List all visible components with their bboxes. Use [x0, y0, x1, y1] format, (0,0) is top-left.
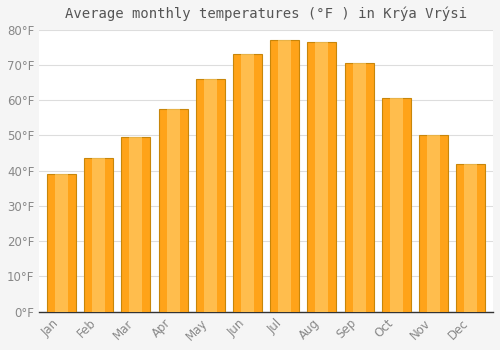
- Bar: [419, 135, 448, 312]
- Bar: [278, 40, 291, 312]
- Bar: [47, 174, 76, 312]
- Bar: [308, 42, 336, 312]
- Bar: [427, 135, 440, 312]
- Bar: [92, 158, 105, 312]
- Bar: [382, 98, 411, 312]
- Bar: [130, 137, 142, 312]
- Bar: [316, 42, 328, 312]
- Bar: [196, 79, 225, 312]
- Bar: [84, 158, 113, 312]
- Bar: [464, 163, 477, 312]
- Bar: [233, 54, 262, 312]
- Bar: [55, 174, 68, 312]
- Bar: [390, 98, 403, 312]
- Bar: [122, 137, 150, 312]
- Bar: [204, 79, 217, 312]
- Bar: [352, 63, 366, 312]
- Bar: [344, 63, 374, 312]
- Bar: [166, 109, 179, 312]
- Bar: [241, 54, 254, 312]
- Bar: [270, 40, 299, 312]
- Title: Average monthly temperatures (°F ) in Krýa Vrýsi: Average monthly temperatures (°F ) in Kr…: [65, 7, 467, 21]
- Bar: [158, 109, 188, 312]
- Bar: [456, 163, 485, 312]
